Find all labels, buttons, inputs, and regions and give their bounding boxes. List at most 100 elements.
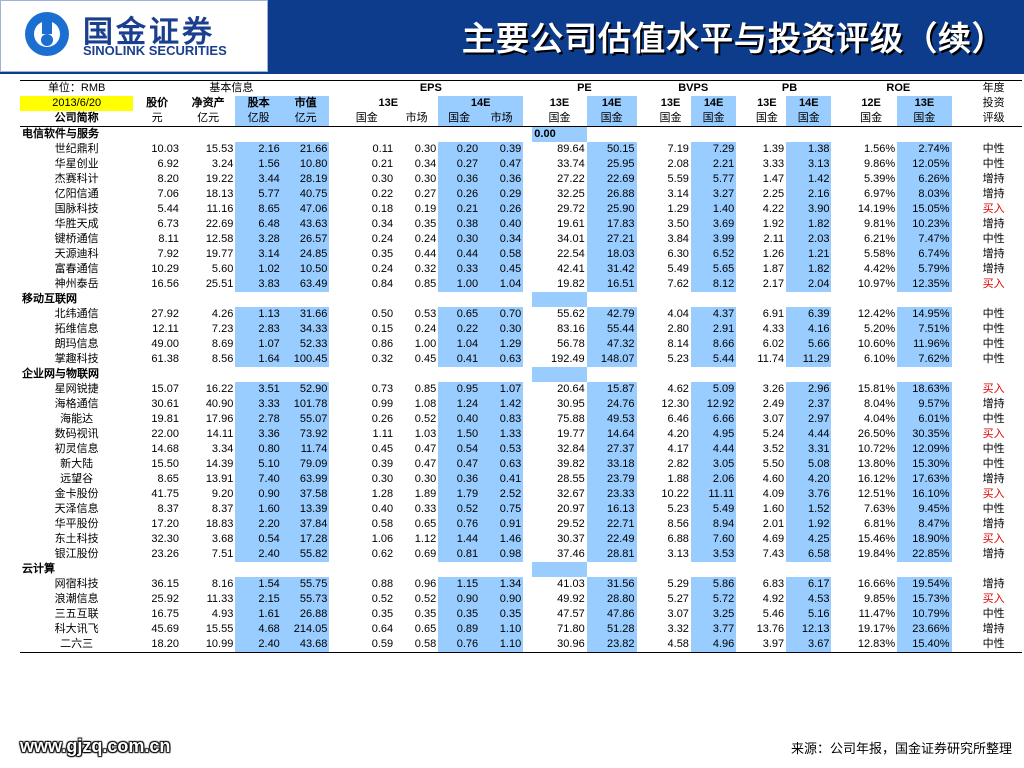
value-cell: 4.44 xyxy=(786,427,832,442)
value-cell: 0.53 xyxy=(414,308,437,320)
column-gap xyxy=(736,502,748,517)
value-cell: 3.52 xyxy=(762,443,785,455)
value-cell: 3.83 xyxy=(235,277,282,292)
column-gap xyxy=(329,457,339,472)
value-cell: 2.97 xyxy=(786,412,832,427)
company-name: 星网锐捷 xyxy=(54,383,99,395)
empty-cell xyxy=(523,292,532,307)
column-gap xyxy=(523,487,533,502)
column-gap xyxy=(636,232,651,247)
rating-cell: 买入 xyxy=(982,533,1005,545)
value-cell: 1.56% xyxy=(863,143,896,155)
value-cell: 41.75 xyxy=(151,488,179,500)
value-cell: 16.12% xyxy=(857,473,896,485)
value-cell: 0.26 xyxy=(371,413,394,425)
rating-cell: 中性 xyxy=(982,233,1005,245)
value-cell: 5.44 xyxy=(690,352,737,367)
value-cell: 0.50 xyxy=(371,308,394,320)
value-cell: 56.78 xyxy=(557,338,585,350)
table-row: 新大陆 15.50 14.39 5.10 79.09 0.39 0.47 0.47 0.63 39… xyxy=(20,457,1022,472)
column-gap xyxy=(951,111,966,127)
date-cell: 2013/6/20 xyxy=(20,96,134,111)
value-cell: 3.97 xyxy=(747,637,787,653)
value-cell: 15.50 xyxy=(151,458,179,470)
value-cell: 2.20 xyxy=(235,517,282,532)
company-name: 杰赛科计 xyxy=(54,173,99,185)
rating-header-3: 评级 xyxy=(965,111,1022,127)
column-gap xyxy=(329,472,339,487)
value-cell: 19.81 xyxy=(151,413,179,425)
website-url[interactable]: www.gjzq.com.cn xyxy=(20,736,171,756)
company-name: 海格通信 xyxy=(54,398,99,410)
value-cell: 6.10% xyxy=(863,353,896,365)
column-gap xyxy=(329,502,339,517)
empty-cell xyxy=(897,367,951,382)
rating-cell: 增持 xyxy=(982,623,1005,635)
value-cell: 0.90 xyxy=(438,592,481,607)
value-cell: 3.50 xyxy=(667,218,689,230)
column-gap xyxy=(831,202,846,217)
value-cell: 1.08 xyxy=(414,398,437,410)
column-gap xyxy=(636,157,651,172)
column-gap xyxy=(951,247,966,262)
value-cell: 0.52 xyxy=(438,502,481,517)
empty-cell xyxy=(338,367,395,382)
rating-cell: 增持 xyxy=(982,398,1005,410)
value-cell: 4.62 xyxy=(667,383,689,395)
value-cell: 0.75 xyxy=(480,502,524,517)
value-cell: 71.80 xyxy=(557,623,585,635)
column-gap xyxy=(736,111,748,127)
table-row: 数码视讯 22.00 14.11 3.36 73.92 1.11 1.03 1.50 1.33 1… xyxy=(20,427,1022,442)
column-gap xyxy=(523,337,533,352)
column-gap xyxy=(523,322,533,337)
column-gap xyxy=(329,607,339,622)
value-cell: 1.29 xyxy=(667,203,689,215)
value-cell: 1.50 xyxy=(438,427,481,442)
value-cell: 0.21 xyxy=(371,158,394,170)
value-cell: 10.29 xyxy=(151,263,179,275)
value-cell: 18.13 xyxy=(205,188,234,200)
table-row: 北纬通信 27.92 4.26 1.13 31.66 0.50 0.53 0.65 0.70 55… xyxy=(20,307,1022,322)
value-cell: 3.07 xyxy=(667,608,689,620)
table-row: 杰赛科计 8.20 19.22 3.44 28.19 0.30 0.30 0.36 0.36 27… xyxy=(20,172,1022,187)
value-cell: 18.03 xyxy=(586,247,637,262)
column-gap xyxy=(523,172,533,187)
value-cell: 24.85 xyxy=(281,247,330,262)
value-cell: 83.16 xyxy=(557,323,585,335)
value-cell: 9.85% xyxy=(863,593,896,605)
column-gap xyxy=(636,307,651,322)
value-cell: 4.22 xyxy=(762,203,785,215)
value-cell: 5.66 xyxy=(786,337,832,352)
value-cell: 27.92 xyxy=(151,308,179,320)
column-gap xyxy=(636,382,651,397)
column-gap xyxy=(329,142,339,157)
column-gap xyxy=(831,187,846,202)
column-gap xyxy=(951,427,966,442)
column-gap xyxy=(831,337,846,352)
rating-cell: 增持 xyxy=(982,473,1005,485)
empty-cell xyxy=(395,367,438,382)
value-cell: 5.39% xyxy=(863,173,896,185)
value-cell: 2.82 xyxy=(667,458,689,470)
value-cell: 0.15 xyxy=(371,323,394,335)
rating-header-2: 投资 xyxy=(982,97,1005,109)
value-cell: 5.79% xyxy=(897,262,952,277)
column-gap xyxy=(736,607,748,622)
column-gap xyxy=(831,352,846,367)
value-cell: 3.34 xyxy=(211,443,234,455)
column-gap xyxy=(636,172,651,187)
rating-cell: 中性 xyxy=(982,308,1005,320)
table-row: 神州泰岳 16.56 25.51 3.83 63.49 0.84 0.85 1.00 1.04 1… xyxy=(20,277,1022,292)
column-gap xyxy=(736,217,748,232)
value-cell: 22.49 xyxy=(586,532,637,547)
company-name: 华平股份 xyxy=(54,518,99,530)
empty-cell xyxy=(395,562,438,577)
year-header: 13E xyxy=(378,97,399,109)
column-gap xyxy=(736,352,748,367)
value-cell: 7.60 xyxy=(690,532,737,547)
empty-cell xyxy=(329,292,338,307)
value-cell: 17.63% xyxy=(897,472,952,487)
value-cell: 5.58% xyxy=(863,248,896,260)
value-cell: 26.50% xyxy=(857,428,896,440)
value-cell: 8.65 xyxy=(157,473,179,485)
